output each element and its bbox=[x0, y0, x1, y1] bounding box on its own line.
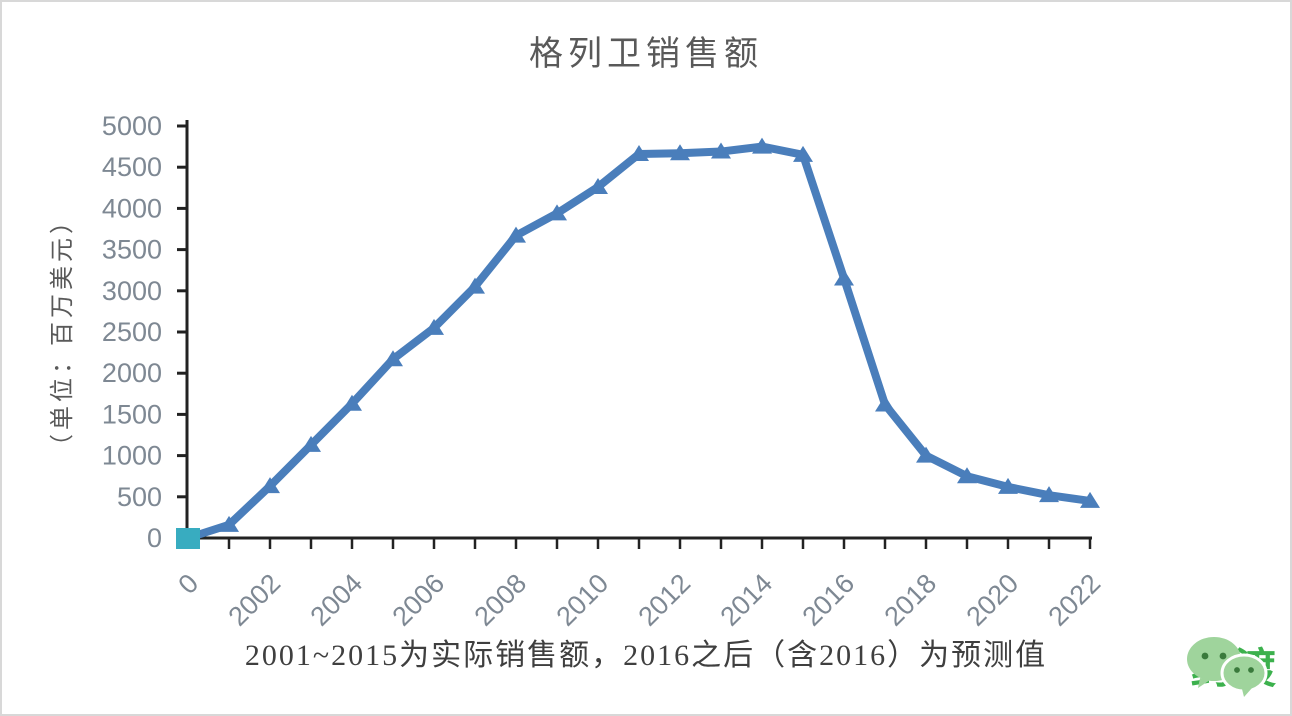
x-tick-label: 2006 bbox=[387, 568, 451, 632]
y-tick-label: 4500 bbox=[102, 152, 162, 182]
triangle-marker bbox=[793, 145, 813, 162]
y-tick-label: 2500 bbox=[102, 317, 162, 347]
triangle-marker bbox=[547, 204, 567, 221]
origin-square-marker bbox=[176, 528, 200, 549]
triangle-marker bbox=[465, 277, 485, 294]
x-tick-label: 2020 bbox=[961, 568, 1025, 632]
triangle-marker bbox=[301, 435, 321, 452]
yaodu-logo: 药渡 bbox=[1184, 635, 1278, 697]
triangle-marker bbox=[834, 269, 854, 286]
y-tick-label: 3500 bbox=[102, 235, 162, 265]
triangle-marker bbox=[342, 394, 362, 411]
triangle-marker bbox=[424, 318, 444, 335]
y-tick-label: 4000 bbox=[102, 193, 162, 223]
y-tick-label: 2000 bbox=[102, 358, 162, 388]
triangle-marker bbox=[916, 446, 936, 463]
triangle-marker bbox=[506, 226, 526, 243]
x-tick-label: 2018 bbox=[879, 568, 943, 632]
y-tick-label: 1500 bbox=[102, 399, 162, 429]
y-tick-label: 3000 bbox=[102, 276, 162, 306]
x-tick-label: 2002 bbox=[223, 568, 287, 632]
triangle-marker bbox=[875, 395, 895, 412]
triangle-marker bbox=[1039, 486, 1059, 503]
triangle-marker bbox=[260, 477, 280, 494]
x-tick-label: 2010 bbox=[551, 568, 615, 632]
y-tick-label: 500 bbox=[117, 482, 162, 512]
x-tick-label: 2012 bbox=[633, 568, 697, 632]
y-tick-label: 1000 bbox=[102, 441, 162, 471]
y-tick-label: 0 bbox=[147, 523, 162, 553]
triangle-marker bbox=[588, 177, 608, 194]
triangle-marker bbox=[957, 467, 977, 484]
x-tick-label: 2008 bbox=[469, 568, 533, 632]
triangle-marker bbox=[1080, 491, 1100, 508]
chart-caption: 2001~2015为实际销售额，2016之后（含2016）为预测值 bbox=[244, 639, 1048, 672]
x-tick-label: 2014 bbox=[715, 568, 779, 632]
triangle-marker bbox=[383, 350, 403, 367]
x-tick-label: 2004 bbox=[305, 568, 369, 632]
wechat-bubbles-icon bbox=[1186, 637, 1268, 697]
triangle-marker bbox=[998, 477, 1018, 494]
triangle-marker bbox=[670, 144, 690, 161]
chart-title: 格列卫销售额 bbox=[529, 35, 763, 73]
sales-series-line bbox=[184, 142, 1094, 542]
y-tick-label: 5000 bbox=[102, 111, 162, 141]
triangle-marker bbox=[629, 145, 649, 162]
triangle-marker bbox=[752, 137, 772, 154]
triangle-marker bbox=[219, 515, 239, 532]
triangle-marker bbox=[711, 142, 731, 159]
x-tick-label: 0 bbox=[172, 568, 204, 600]
x-tick-label: 2022 bbox=[1043, 568, 1107, 632]
x-tick-label: 2016 bbox=[797, 568, 861, 632]
